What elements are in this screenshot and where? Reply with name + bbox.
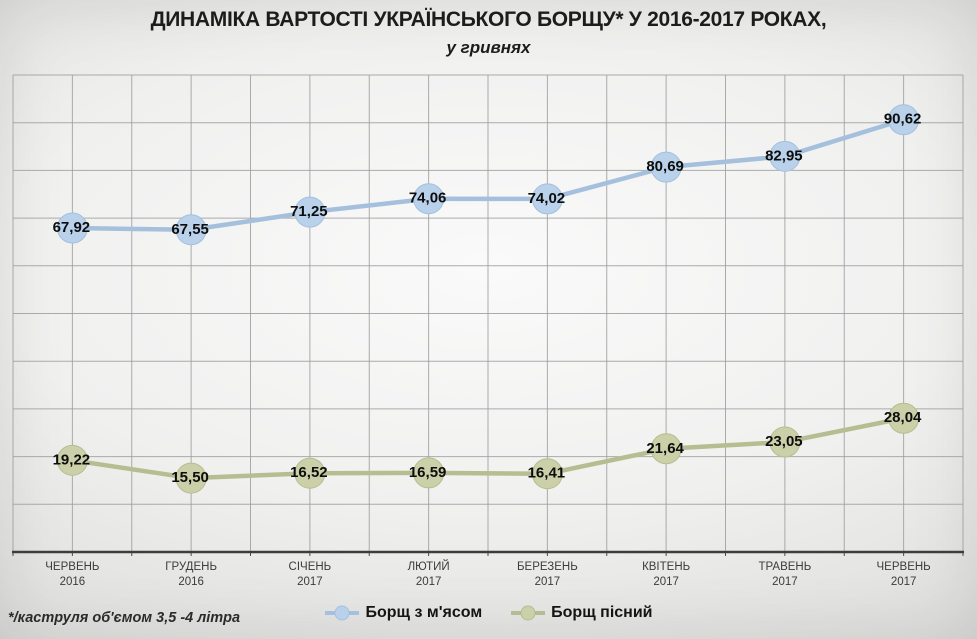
series-1-marker bbox=[413, 457, 445, 489]
data-label: 16,41 bbox=[528, 465, 566, 482]
series-0-marker bbox=[294, 196, 326, 228]
legend-marker-icon bbox=[325, 605, 360, 621]
series-1-marker bbox=[650, 433, 682, 465]
series-1-marker bbox=[769, 426, 801, 458]
data-label: 74,02 bbox=[528, 190, 566, 207]
series-1-marker bbox=[531, 458, 563, 490]
data-label: 28,04 bbox=[884, 409, 922, 426]
series-1-marker bbox=[294, 457, 326, 489]
data-label: 74,06 bbox=[409, 190, 447, 207]
chart-title: ДИНАМІКА ВАРТОСТІ УКРАЇНСЬКОГО БОРЩУ* У … bbox=[150, 8, 827, 31]
x-axis-label: ЧЕРВЕНЬ 2017 bbox=[844, 560, 964, 590]
x-axis-label-year: 2017 bbox=[534, 576, 561, 588]
series-1-marker bbox=[56, 444, 88, 476]
x-axis-label: СІЧЕНЬ 2017 bbox=[250, 560, 370, 590]
x-axis-label: КВІТЕНЬ 2017 bbox=[606, 560, 726, 590]
legend-item: Борщ з м'ясом bbox=[324, 604, 482, 622]
data-label: 71,25 bbox=[290, 203, 328, 220]
series-0-marker bbox=[175, 214, 207, 246]
x-axis-label-year: 2016 bbox=[59, 576, 86, 588]
data-label: 82,95 bbox=[765, 147, 803, 164]
series-0-marker bbox=[413, 183, 445, 215]
series-0-marker bbox=[650, 151, 682, 183]
legend-item: Борщ пісний bbox=[510, 604, 653, 622]
x-axis-label-year: 2017 bbox=[772, 576, 798, 588]
legend-marker-icon bbox=[511, 605, 546, 621]
series-line-1 bbox=[70, 415, 906, 481]
x-axis-label-month: КВІТЕНЬ bbox=[642, 561, 691, 573]
x-axis-label-year: 2017 bbox=[653, 576, 679, 588]
x-axis-label: ЛЮТИЙ 2017 bbox=[369, 560, 489, 590]
data-label: 67,55 bbox=[171, 221, 209, 238]
series-0-marker bbox=[56, 212, 88, 244]
series-0-marker bbox=[531, 183, 563, 215]
x-axis-label: БЕРЕЗЕНЬ 2017 bbox=[487, 560, 607, 590]
data-label: 16,59 bbox=[409, 464, 447, 481]
legend: Борщ з м'ясом Борщ пісний bbox=[0, 604, 977, 622]
data-label: 21,64 bbox=[646, 440, 684, 457]
x-axis-label-month: ГРУДЕНЬ bbox=[165, 561, 217, 573]
x-axis-label-month: ЛЮТИЙ bbox=[407, 561, 450, 573]
data-label: 16,52 bbox=[290, 464, 328, 481]
x-axis-label-year: 2017 bbox=[415, 576, 442, 588]
x-axis-label-year: 2016 bbox=[178, 576, 204, 588]
series-line-0 bbox=[70, 117, 906, 233]
x-axis-label-year: 2017 bbox=[890, 576, 917, 588]
series-0-marker bbox=[888, 104, 920, 136]
legend-label: Борщ з м'ясом bbox=[365, 604, 483, 621]
series-0-marker bbox=[769, 140, 801, 172]
data-label: 90,62 bbox=[884, 111, 922, 128]
chart-subtitle: у гривнях bbox=[446, 38, 531, 57]
data-label: 23,05 bbox=[765, 433, 803, 450]
x-axis-label-month: СІЧЕНЬ bbox=[288, 561, 332, 573]
x-axis-label-year: 2017 bbox=[297, 576, 323, 588]
x-axis-label: ЧЕРВЕНЬ 2016 bbox=[12, 560, 132, 590]
x-axis-label-month: БЕРЕЗЕНЬ bbox=[516, 561, 578, 573]
series-1-marker bbox=[175, 462, 207, 494]
x-axis-label-month: ЧЕРВЕНЬ bbox=[45, 561, 100, 573]
x-axis-label: ТРАВЕНЬ 2017 bbox=[725, 560, 845, 590]
x-axis-label-month: ТРАВЕНЬ bbox=[758, 561, 812, 573]
data-label: 15,50 bbox=[171, 469, 209, 486]
data-label: 80,69 bbox=[646, 158, 684, 175]
series-1-marker bbox=[888, 402, 920, 434]
legend-label: Борщ пісний bbox=[551, 604, 653, 621]
x-axis-label-month: ЧЕРВЕНЬ bbox=[876, 561, 931, 573]
data-label: 19,22 bbox=[53, 451, 91, 468]
data-label: 67,92 bbox=[53, 219, 91, 236]
x-axis-labels: ЧЕРВЕНЬ 2016 ГРУДЕНЬ 2016 СІЧЕНЬ 2017 ЛЮТИЙ 201… bbox=[0, 560, 977, 594]
x-axis-label: ГРУДЕНЬ 2016 bbox=[131, 560, 251, 590]
footnote: */каструля об'ємом 3,5 -4 літра bbox=[8, 610, 241, 626]
